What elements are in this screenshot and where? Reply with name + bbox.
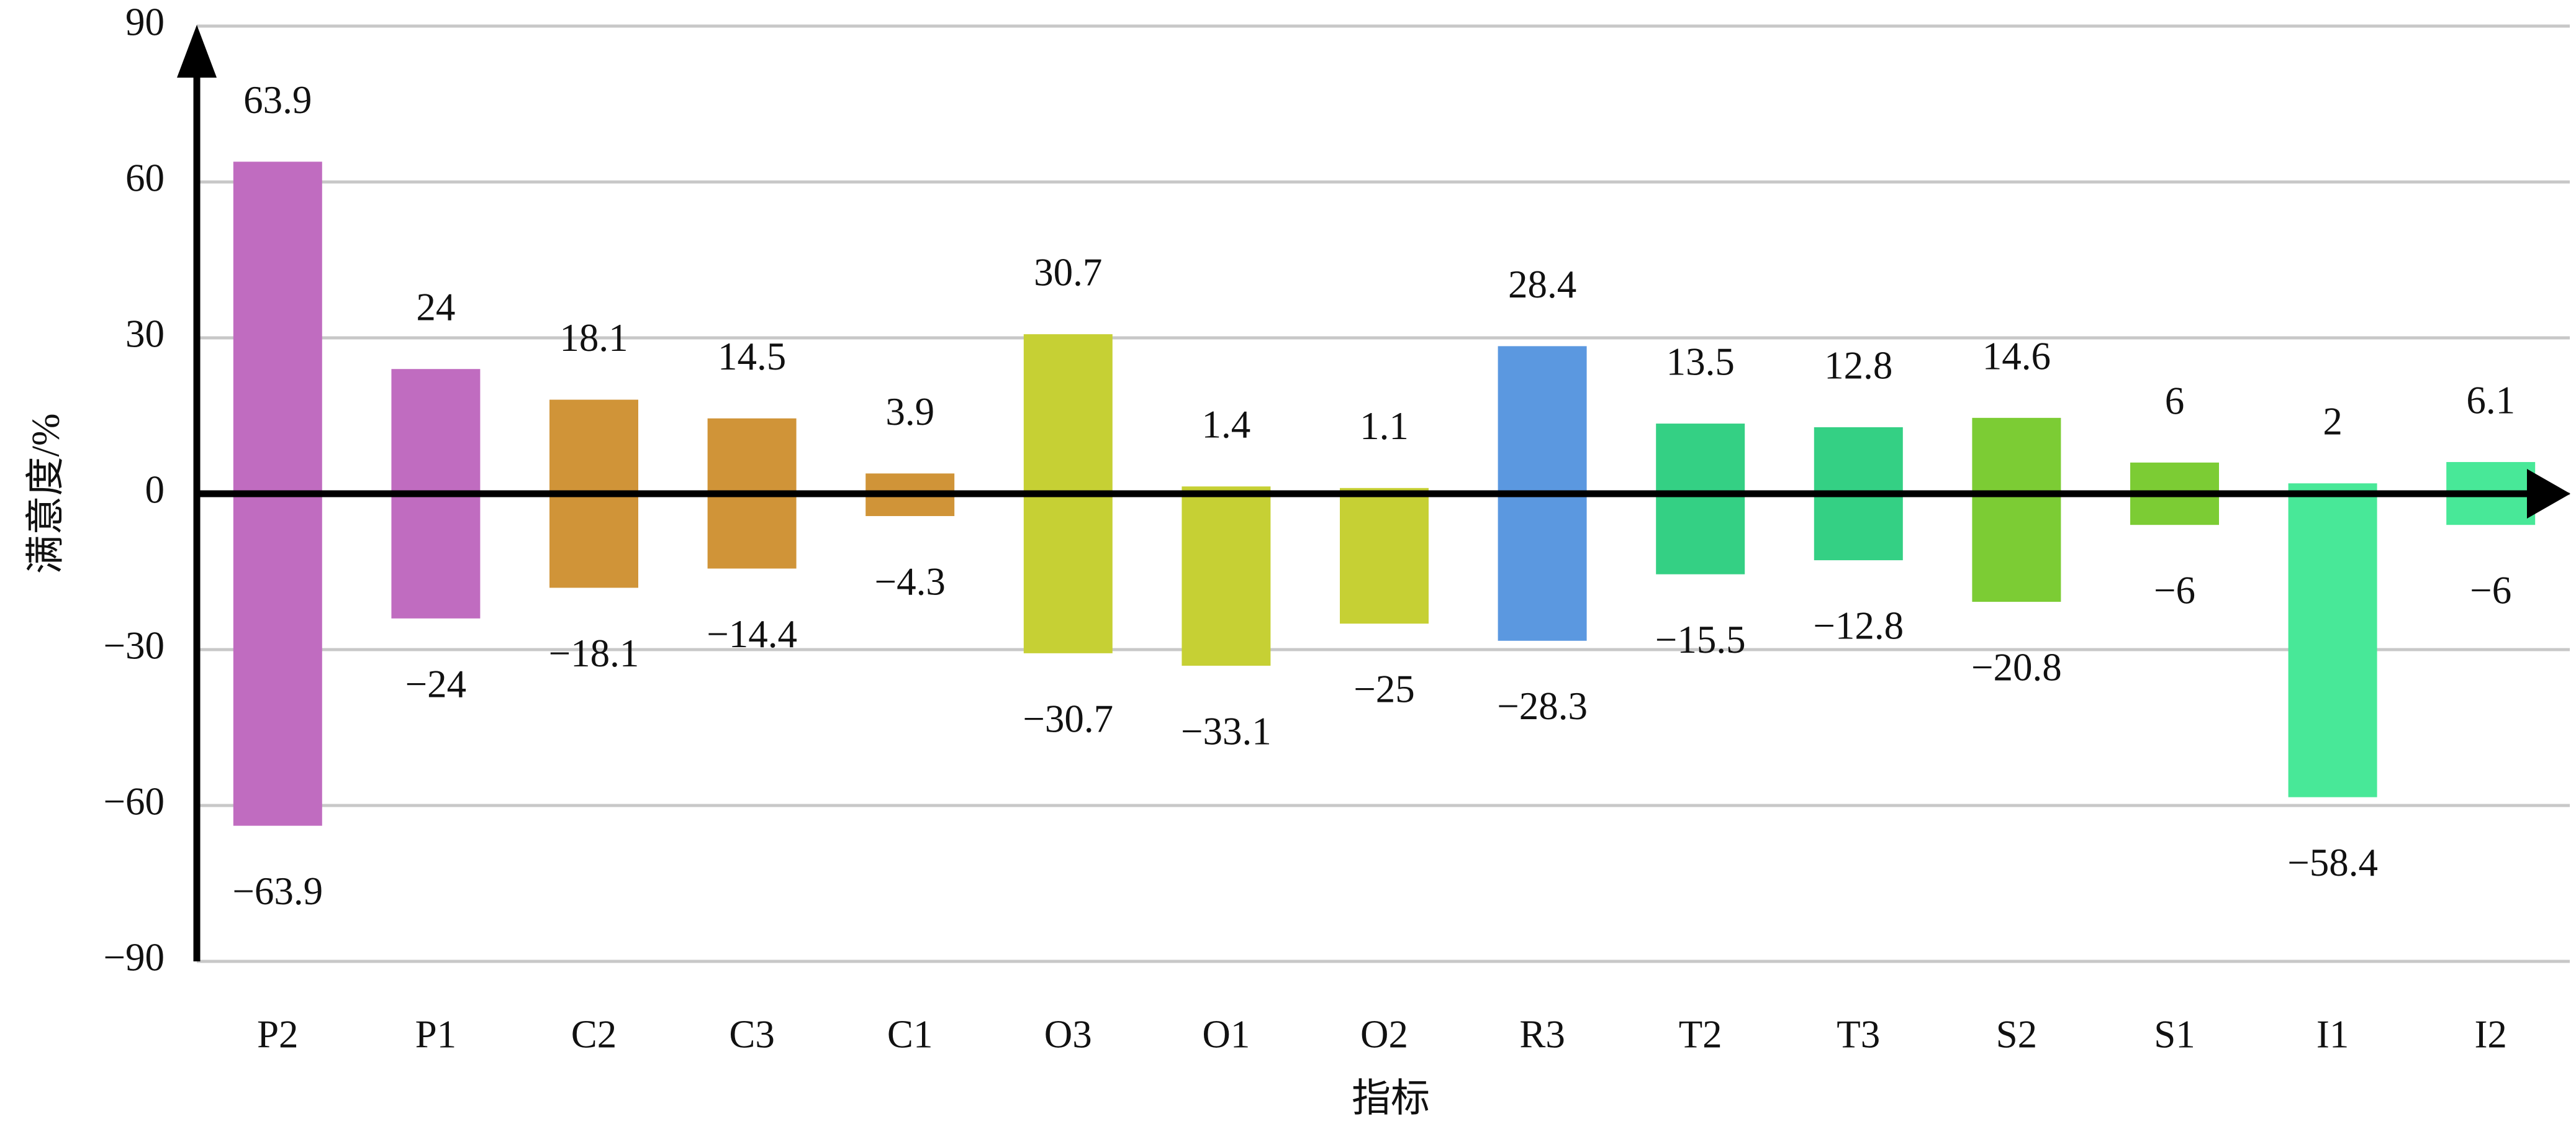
value-label: 13.5 xyxy=(1666,340,1735,384)
value-label: −12.8 xyxy=(1813,604,1904,648)
value-label: 14.6 xyxy=(1982,334,2051,378)
value-label: −14.4 xyxy=(707,612,797,656)
x-axis-label: 指标 xyxy=(1352,1076,1430,1120)
y-tick-label: −30 xyxy=(103,624,165,667)
bar xyxy=(707,494,797,569)
bar xyxy=(1972,494,2061,602)
bar xyxy=(1814,494,1903,561)
y-axis-label: 满意度/% xyxy=(24,414,67,574)
bar xyxy=(1023,334,1113,494)
value-label: −18.1 xyxy=(549,632,639,675)
x-tick-label: I1 xyxy=(2316,1012,2349,1056)
value-label: −6 xyxy=(2154,569,2195,612)
bar xyxy=(2446,494,2536,525)
value-label: 63.9 xyxy=(243,78,312,122)
value-label: 2 xyxy=(2323,400,2343,443)
bar xyxy=(1023,494,1113,653)
x-tick-label: O3 xyxy=(1044,1012,1092,1056)
bar xyxy=(1656,494,1745,574)
bar xyxy=(1182,486,1271,494)
bar xyxy=(233,494,322,826)
value-label: 1.1 xyxy=(1360,404,1409,448)
y-tick-label: 60 xyxy=(125,156,165,199)
value-label: −4.3 xyxy=(875,560,946,603)
value-label: −25 xyxy=(1354,668,1415,711)
value-label: 1.4 xyxy=(1202,403,1251,447)
x-tick-label: I2 xyxy=(2474,1012,2506,1056)
value-label: 14.5 xyxy=(718,335,786,378)
x-tick-label: O1 xyxy=(1202,1012,1250,1056)
value-label: 3.9 xyxy=(885,390,934,433)
y-tick-label: −90 xyxy=(103,935,165,979)
value-label: −6 xyxy=(2470,569,2511,612)
value-label: −20.8 xyxy=(1971,645,2062,689)
y-axis-arrow xyxy=(177,25,217,78)
x-tick-label: S1 xyxy=(2154,1012,2195,1056)
value-label: −63.9 xyxy=(232,869,323,913)
x-tick-label: O2 xyxy=(1360,1012,1408,1056)
bar xyxy=(549,399,638,494)
x-tick-label: C1 xyxy=(887,1012,933,1056)
value-label: 6 xyxy=(2165,379,2185,422)
value-label: 28.4 xyxy=(1508,263,1576,306)
y-tick-label: 30 xyxy=(125,312,165,355)
bar xyxy=(549,494,638,588)
value-label: −30.7 xyxy=(1023,697,1113,740)
bar xyxy=(1340,494,1429,624)
x-tick-label: C2 xyxy=(571,1012,617,1056)
bar xyxy=(2130,462,2219,494)
value-label: 6.1 xyxy=(2466,378,2515,422)
x-tick-label: R3 xyxy=(1519,1012,1565,1056)
bar xyxy=(1972,417,2061,494)
x-tick-label: S2 xyxy=(1996,1012,2038,1056)
y-tick-label: 90 xyxy=(125,0,165,43)
x-tick-label: C3 xyxy=(729,1012,775,1056)
bar xyxy=(865,494,955,516)
value-label: −33.1 xyxy=(1181,709,1272,753)
y-tick-label: 0 xyxy=(145,468,165,511)
value-label: 12.8 xyxy=(1824,343,1892,387)
y-tick-label: −60 xyxy=(103,779,165,823)
value-label: −24 xyxy=(405,662,467,706)
bar xyxy=(391,369,481,494)
value-label: 18.1 xyxy=(559,316,628,360)
bar xyxy=(1656,424,1745,494)
value-label: 30.7 xyxy=(1034,251,1102,294)
bar xyxy=(1182,494,1271,666)
x-tick-label: P2 xyxy=(257,1012,299,1056)
bar xyxy=(1498,346,1587,494)
x-axis-arrow xyxy=(2527,469,2570,519)
bar xyxy=(2446,461,2536,494)
x-tick-label: P1 xyxy=(415,1012,457,1056)
bar xyxy=(2288,494,2377,797)
value-label: 24 xyxy=(416,286,455,329)
bar xyxy=(707,418,797,494)
x-tick-label: T2 xyxy=(1679,1012,1722,1056)
value-label: −58.4 xyxy=(2287,841,2378,884)
value-label: −28.3 xyxy=(1497,684,1588,728)
x-tick-label: T3 xyxy=(1837,1012,1880,1056)
bar xyxy=(1498,494,1587,641)
bar xyxy=(233,161,322,494)
value-label: −15.5 xyxy=(1655,618,1746,661)
bar xyxy=(1814,427,1903,494)
bar xyxy=(2130,494,2219,525)
bar xyxy=(391,494,481,619)
